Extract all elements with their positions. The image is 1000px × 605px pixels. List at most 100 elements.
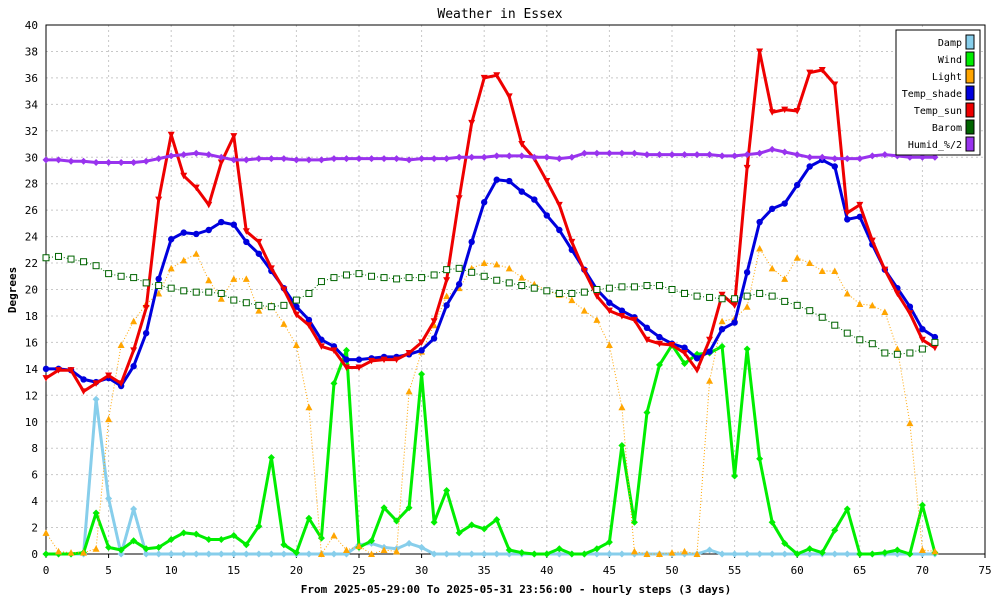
humid-2-point (543, 153, 551, 161)
temp-sun-point (368, 357, 376, 365)
humid-2-point (743, 151, 751, 159)
humid-2-point (443, 155, 451, 163)
damp-point (618, 550, 626, 558)
temp-sun-point (42, 375, 50, 382)
damp-point (731, 550, 739, 558)
wind-point (643, 408, 651, 416)
light-point (605, 341, 613, 349)
barom-point (568, 289, 576, 297)
temp-shade-point (718, 325, 726, 333)
legend-swatch (965, 68, 975, 84)
legend-swatch (965, 102, 975, 118)
humid-2-point (167, 152, 175, 160)
legend-label: Wind (938, 55, 962, 66)
wind-point (856, 550, 864, 558)
humid-2-point (630, 149, 638, 157)
damp-point (280, 550, 288, 558)
barom-point (605, 284, 613, 292)
temp-shade-point (305, 316, 313, 324)
y-axis-label: Degrees (6, 267, 19, 313)
light-line (45, 248, 935, 555)
wind-point (493, 516, 501, 524)
temp-sun-point (906, 310, 914, 317)
x-tick-label: 65 (853, 564, 866, 577)
wind-point (205, 535, 213, 543)
barom-point (718, 295, 726, 303)
x-tick-label: 10 (165, 564, 178, 577)
wind-point (92, 509, 100, 517)
barom-point (906, 349, 914, 357)
temp-sun-point (317, 343, 325, 350)
humid-2-point (42, 156, 50, 164)
wind-point (655, 361, 663, 369)
temp-shade-point (493, 176, 500, 183)
legend-swatch (965, 51, 975, 67)
light-point (355, 542, 363, 550)
temp-sun-point (242, 228, 250, 235)
light-point (843, 289, 851, 297)
humid-2-point (731, 152, 739, 160)
temp-shade-point (531, 196, 538, 203)
damp-point (180, 550, 188, 558)
wind-point (505, 546, 513, 554)
y-tick-label: 12 (25, 389, 38, 402)
humid-2-point (155, 155, 163, 163)
damp-point (130, 505, 138, 513)
temp-sun-point (593, 293, 601, 300)
temp-sun-point (155, 196, 163, 204)
temp-shade-point (794, 181, 801, 189)
barom-point (655, 282, 663, 290)
wind-point (117, 546, 125, 554)
temp-sun-point (630, 316, 638, 324)
temp-sun-point (342, 364, 350, 372)
temp-shade-point (768, 205, 776, 213)
light-point (255, 307, 263, 314)
y-tick-label: 4 (31, 495, 38, 508)
temp-shade-point (618, 307, 626, 314)
humid-2-point (468, 153, 476, 161)
barom-point (167, 284, 175, 292)
x-tick-label: 40 (540, 564, 553, 577)
y-tick-label: 34 (25, 98, 39, 111)
humid-2-point (317, 156, 325, 164)
temp-sun-point (130, 347, 138, 354)
light-point (818, 267, 826, 274)
chart-title: Weather in Essex (437, 7, 562, 22)
barom-point (793, 301, 801, 309)
wind-point (468, 521, 476, 529)
legend-swatch (965, 136, 975, 152)
humid-2-point (655, 151, 663, 159)
barom-point (67, 255, 75, 263)
barom-point (230, 296, 238, 304)
barom-point (918, 345, 926, 353)
damp-point (142, 550, 150, 558)
temp-sun-point (843, 209, 851, 217)
barom-point (831, 321, 839, 329)
temp-sun-point (67, 367, 75, 374)
legend-label: Humid_%/2 (908, 140, 962, 151)
barom-point (393, 275, 401, 283)
temp-shade-point (443, 302, 450, 309)
light-point (893, 345, 901, 353)
temp-shade-point (255, 250, 263, 257)
barom-point (42, 254, 50, 262)
x-axis-label: From 2025-05-29:00 To 2025-05-31 23:56:0… (301, 583, 731, 596)
light-point (105, 415, 113, 423)
light-point (593, 316, 601, 323)
temp-shade-point (856, 213, 863, 220)
y-tick-label: 10 (25, 416, 38, 429)
humid-2-point (405, 156, 413, 164)
light-point (42, 529, 50, 536)
humid-2-point (793, 151, 801, 159)
temp-sun-point (768, 109, 776, 116)
temp-sun-point (568, 238, 576, 246)
barom-point (55, 252, 63, 260)
humid-2-point (205, 151, 213, 159)
x-tick-label: 60 (791, 564, 804, 577)
x-tick-label: 20 (290, 564, 303, 577)
temp-shade-point (831, 163, 838, 170)
light-point (881, 308, 889, 315)
humid-2-point (368, 155, 376, 163)
